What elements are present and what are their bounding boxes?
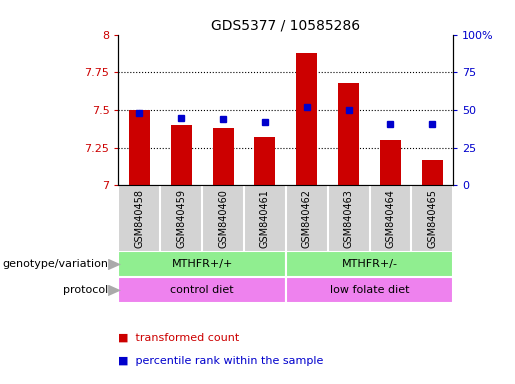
Text: GSM840460: GSM840460 xyxy=(218,189,228,248)
Polygon shape xyxy=(108,259,121,270)
Bar xyxy=(296,53,317,185)
Polygon shape xyxy=(108,285,121,296)
Text: GSM840458: GSM840458 xyxy=(134,189,144,248)
Text: MTHFR+/+: MTHFR+/+ xyxy=(171,260,233,270)
Bar xyxy=(422,160,443,185)
Bar xyxy=(254,137,276,185)
Text: ■  percentile rank within the sample: ■ percentile rank within the sample xyxy=(118,356,324,366)
Bar xyxy=(118,252,286,277)
Text: genotype/variation: genotype/variation xyxy=(2,260,108,270)
Text: GSM840465: GSM840465 xyxy=(427,189,437,248)
Title: GDS5377 / 10585286: GDS5377 / 10585286 xyxy=(211,18,360,32)
Bar xyxy=(171,125,192,185)
Text: protocol: protocol xyxy=(63,285,108,295)
Text: GSM840461: GSM840461 xyxy=(260,189,270,248)
Bar xyxy=(286,252,453,277)
Text: ■  transformed count: ■ transformed count xyxy=(118,333,239,343)
Bar xyxy=(380,140,401,185)
Text: GSM840462: GSM840462 xyxy=(302,189,312,248)
Bar xyxy=(338,83,359,185)
Bar xyxy=(286,277,453,303)
Text: control diet: control diet xyxy=(170,285,234,295)
Bar xyxy=(129,110,150,185)
Text: low folate diet: low folate diet xyxy=(330,285,409,295)
Text: GSM840463: GSM840463 xyxy=(344,189,354,248)
Text: GSM840464: GSM840464 xyxy=(385,189,396,248)
Text: MTHFR+/-: MTHFR+/- xyxy=(341,260,398,270)
Bar xyxy=(118,277,286,303)
Bar xyxy=(213,128,233,185)
Text: GSM840459: GSM840459 xyxy=(176,189,186,248)
